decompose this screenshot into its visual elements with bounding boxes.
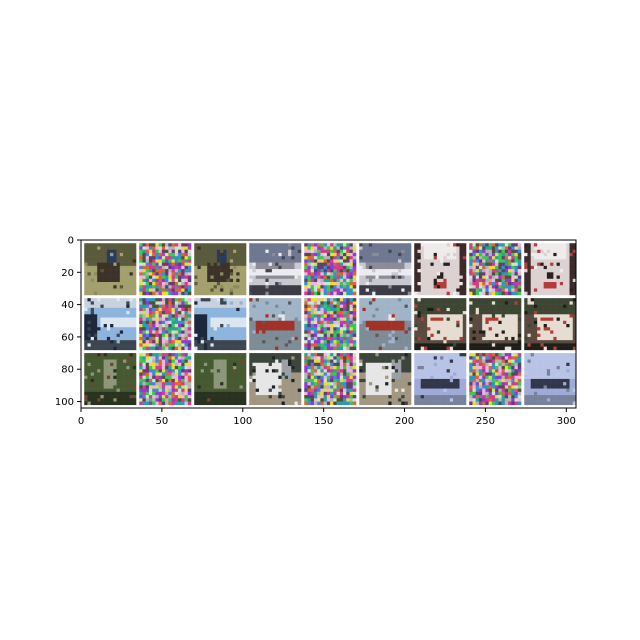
- y-tick-label: 60: [61, 332, 74, 343]
- x-tick-label: 250: [476, 416, 495, 427]
- image-cell-ship: [249, 298, 302, 351]
- noise-image-cell: [469, 243, 522, 296]
- image-cell-airplane: [524, 353, 577, 406]
- image-grid: [84, 243, 577, 406]
- image-cell-airplane: [414, 353, 467, 406]
- image-cell-bus: [84, 298, 137, 351]
- noise-image-cell: [139, 353, 192, 406]
- y-tick-label: 20: [61, 268, 74, 279]
- x-tick-label: 0: [78, 416, 84, 427]
- image-cell-frog: [194, 353, 247, 406]
- image-cell-fighter-jet: [249, 243, 302, 296]
- y-tick-label: 80: [61, 365, 74, 376]
- image-cell-horse-rider: [194, 243, 247, 296]
- image-cell-white-horse: [359, 353, 412, 406]
- noise-image-cell: [304, 298, 357, 351]
- y-axis: 0 20 40 60 80 100: [55, 236, 81, 408]
- image-cell-ship: [359, 298, 412, 351]
- noise-image-cell: [139, 243, 192, 296]
- noise-image-cell: [304, 243, 357, 296]
- axes-frame: [80, 239, 577, 409]
- image-cell-white-dog: [524, 243, 577, 296]
- image-cell-truck: [524, 298, 577, 351]
- image-cell-truck: [469, 298, 522, 351]
- x-tick-label: 200: [395, 416, 414, 427]
- noise-image-cell: [469, 353, 522, 406]
- image-cell-white-dog: [414, 243, 467, 296]
- image-cell-white-horse: [249, 353, 302, 406]
- noise-image-cell: [139, 298, 192, 351]
- x-tick-label: 150: [314, 416, 333, 427]
- y-tick-label: 0: [68, 236, 74, 247]
- image-cell-truck: [414, 298, 467, 351]
- image-cell-horse-rider: [84, 243, 137, 296]
- image-cell-fighter-jet: [359, 243, 412, 296]
- image-cell-frog: [84, 353, 137, 406]
- y-tick-label: 100: [55, 397, 74, 408]
- x-axis: 0 50 100 150 200 250 300: [78, 408, 576, 427]
- x-tick-label: 100: [233, 416, 252, 427]
- plot-area: [80, 239, 577, 409]
- y-tick-label: 40: [61, 300, 74, 311]
- noise-image-cell: [304, 353, 357, 406]
- image-cell-bus: [194, 298, 247, 351]
- x-tick-label: 50: [156, 416, 169, 427]
- x-tick-label: 300: [557, 416, 576, 427]
